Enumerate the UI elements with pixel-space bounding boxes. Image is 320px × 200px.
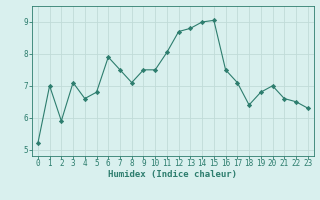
X-axis label: Humidex (Indice chaleur): Humidex (Indice chaleur) [108,170,237,179]
